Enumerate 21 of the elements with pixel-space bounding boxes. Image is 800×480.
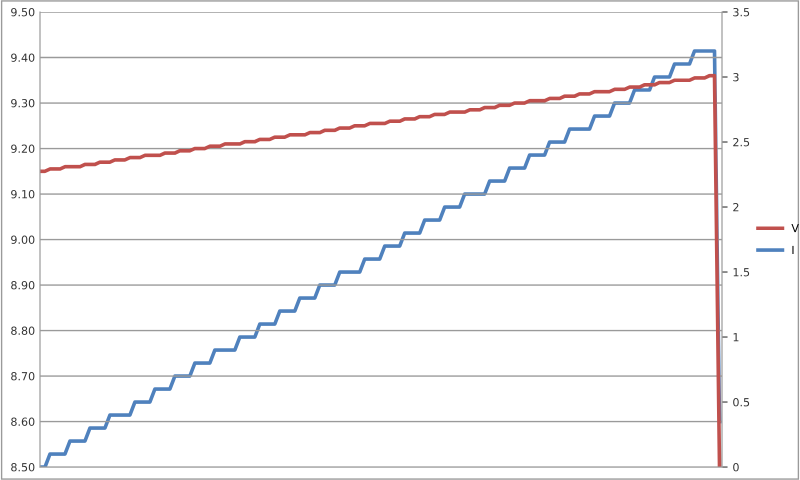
y-tick-label: 9.40 xyxy=(11,53,34,62)
y2-tick-label: 3.5 xyxy=(733,8,750,16)
y-tick-label: 9.30 xyxy=(11,98,34,108)
y2-tick-label: 2 xyxy=(733,202,738,212)
y2-tick-label: 0 xyxy=(733,463,739,472)
y-tick-label: 8.90 xyxy=(11,281,34,290)
legend-label: I xyxy=(792,246,794,254)
y2-tick-label: 2.5 xyxy=(733,138,750,146)
y2-tick-label: 1 xyxy=(734,333,738,342)
y-tick-label: 9.20 xyxy=(11,144,34,153)
y-tick-label: 8.70 xyxy=(11,372,34,380)
y2-tick-label: 3 xyxy=(733,72,739,82)
legend-label: V xyxy=(791,224,799,232)
y2-tick-label: 0.5 xyxy=(733,398,750,406)
y-tick-label: 9.10 xyxy=(11,190,34,198)
y-tick-label: 9.00 xyxy=(11,235,34,244)
y-tick-label: 9.50 xyxy=(11,8,34,16)
y-tick-label: 8.60 xyxy=(11,418,34,426)
y2-tick-label: 1.5 xyxy=(734,268,750,276)
y-tick-label: 8.50 xyxy=(11,463,34,472)
y-tick-label: 8.80 xyxy=(11,326,34,335)
